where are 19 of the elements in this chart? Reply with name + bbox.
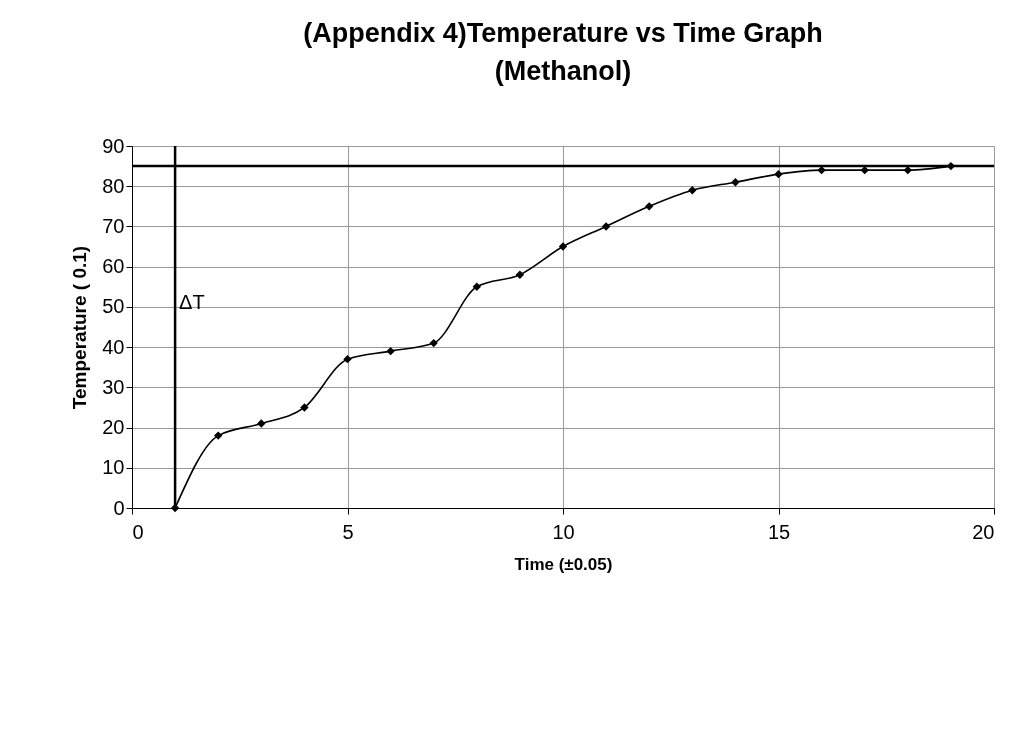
x-tick-label: 10 (552, 520, 575, 543)
y-tick-label: 10 (102, 456, 125, 479)
y-tick-label: 40 (102, 335, 125, 358)
y-tick-label: 70 (102, 214, 125, 237)
x-tick-label: 20 (972, 520, 995, 543)
y-tick-label: 60 (102, 255, 125, 278)
x-tick-label: 0 (132, 520, 144, 543)
ref-line-label: ΔT (179, 290, 205, 313)
y-tick-label: 90 (102, 134, 125, 157)
chart-title: (Appendix 4)Temperature vs Time Graph (Methanol) (303, 18, 823, 86)
x-axis-title: Time (±0.05) (514, 554, 613, 574)
x-tick-label: 15 (767, 520, 791, 543)
x-tick-label: 5 (342, 520, 354, 543)
y-tick-label: 20 (102, 416, 125, 439)
y-tick-label: 80 (102, 174, 125, 197)
y-tick-label: 50 (102, 295, 125, 318)
y-axis-title: Temperature ( 0.1) (69, 245, 91, 410)
y-tick-label: 0 (113, 496, 125, 519)
y-tick-label: 30 (102, 375, 125, 398)
